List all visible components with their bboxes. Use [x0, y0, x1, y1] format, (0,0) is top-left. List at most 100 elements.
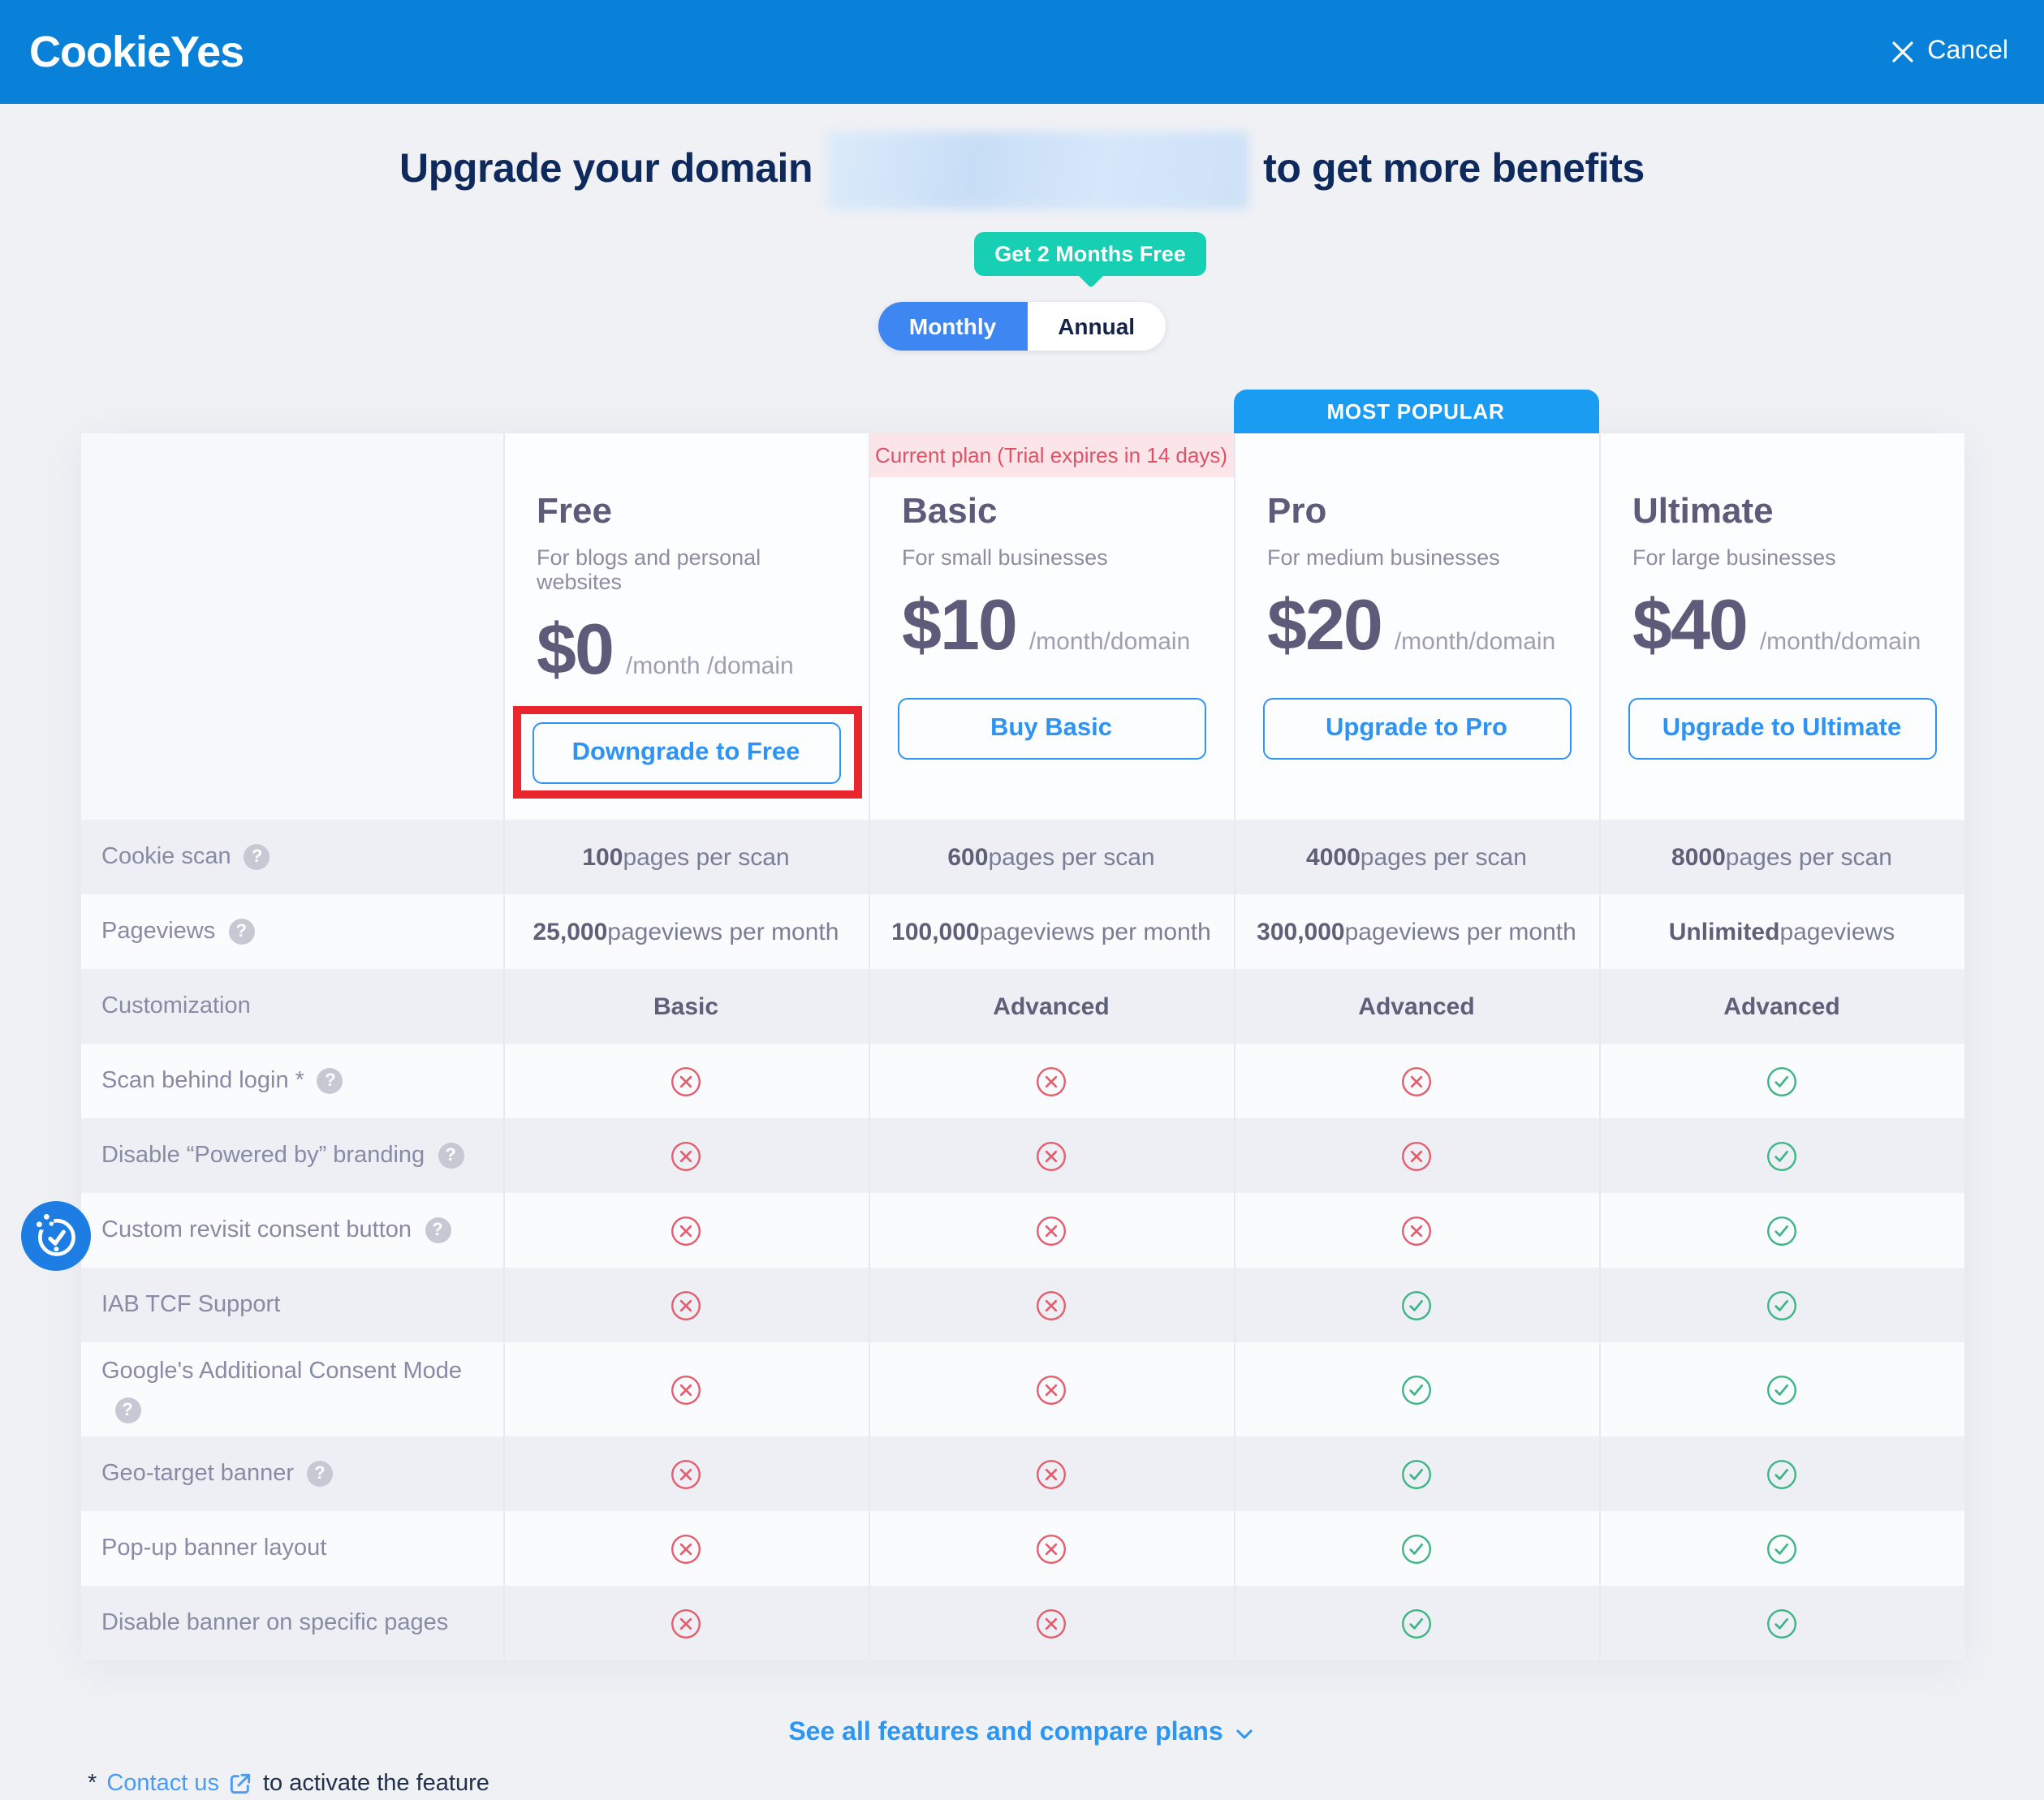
check-icon [1767, 1375, 1796, 1405]
see-all-features-link[interactable]: See all features and compare plans [0, 1720, 2044, 1749]
feature-label: Disable banner on specific pages [101, 1609, 449, 1636]
title-prefix: Upgrade your domain [399, 146, 813, 192]
feature-value-cell [868, 1436, 1233, 1512]
check-icon [1767, 1459, 1796, 1489]
title-suffix: to get more benefits [1263, 146, 1645, 192]
cross-icon [671, 1534, 701, 1564]
plan-description: For small businesses [902, 545, 1108, 571]
check-icon [1767, 1608, 1796, 1639]
feature-row: Disable “Powered by” branding? [80, 1118, 1964, 1194]
table-corner-cell [80, 433, 502, 820]
feature-value-cell [868, 1511, 1233, 1587]
feature-label-cell: IAB TCF Support [80, 1268, 502, 1343]
feature-label-cell: Google's Additional Consent Mode? [80, 1343, 502, 1437]
feature-label: Pop-up banner layout [101, 1535, 327, 1561]
feature-label: Pageviews [101, 918, 216, 945]
feature-label: Disable “Powered by” branding [101, 1142, 425, 1169]
feature-label: Customization [101, 993, 251, 1019]
help-icon[interactable]: ? [438, 1143, 464, 1169]
plan-price-amount: $40 [1632, 586, 1749, 666]
plan-strip-empty [504, 434, 868, 478]
plan-name: Pro [1267, 490, 1327, 532]
plan-price-amount: $10 [902, 586, 1018, 666]
billing-toggle-annual[interactable]: Annual [1027, 302, 1166, 351]
upgrade-to-ultimate-button[interactable]: Upgrade to Ultimate [1628, 698, 1936, 760]
plan-price-amount: $20 [1267, 586, 1383, 666]
cross-icon [1037, 1216, 1066, 1246]
feature-label: Cookie scan [101, 843, 231, 870]
feature-value-strong: Basic [653, 993, 719, 1021]
plan-strip-empty [1600, 434, 1964, 478]
plan-card-pro: MOST POPULAR Pro For medium businesses $… [1233, 390, 1598, 820]
help-icon[interactable]: ? [317, 1068, 343, 1095]
feature-row: IAB TCF Support [80, 1268, 1964, 1343]
feature-value-cell: Basic [502, 969, 868, 1044]
cross-icon [1037, 1290, 1066, 1320]
cross-icon [671, 1290, 701, 1320]
cross-icon [1037, 1375, 1066, 1405]
page-title: Upgrade your domain to get more benefits [0, 130, 2044, 210]
help-icon[interactable]: ? [228, 919, 255, 945]
help-icon[interactable]: ? [114, 1397, 140, 1424]
plan-price-unit: /month/domain [1759, 628, 1921, 657]
cross-icon [671, 1141, 701, 1171]
cross-icon [1037, 1066, 1066, 1096]
feature-value-text: pageviews per month [1344, 918, 1576, 946]
plan-card-free: Free For blogs and personal websites $0 … [502, 433, 868, 820]
cookie-consent-widget-button[interactable] [21, 1201, 91, 1271]
feature-value-cell [502, 1044, 868, 1119]
feature-value-cell [868, 1044, 1233, 1119]
feature-row: Scan behind login *? [80, 1044, 1964, 1119]
footnote: * Contact us to activate the feature [88, 1772, 2044, 1798]
feature-label-cell: Customization [80, 970, 502, 1044]
cross-icon [1037, 1534, 1066, 1564]
close-icon [1892, 41, 1913, 62]
check-icon [1402, 1608, 1431, 1639]
help-icon[interactable]: ? [244, 844, 270, 871]
external-link-icon [230, 1774, 251, 1794]
plan-price: $40 /month/domain [1632, 586, 1931, 666]
plan-price: $20 /month/domain [1267, 586, 1566, 666]
feature-value-cell: 100,000 pageviews per month [868, 894, 1233, 970]
plan-name: Basic [902, 490, 998, 532]
feature-value-cell [1233, 1586, 1598, 1661]
buy-basic-button[interactable]: Buy Basic [897, 698, 1205, 760]
feature-value-strong: 25,000 [533, 918, 608, 946]
feature-label: Custom revisit consent button [101, 1217, 412, 1243]
help-icon[interactable]: ? [307, 1461, 333, 1488]
cross-icon [1037, 1608, 1066, 1639]
feature-value-strong: 600 [947, 843, 989, 872]
billing-toggle-monthly[interactable]: Monthly [878, 302, 1028, 351]
check-icon [1767, 1534, 1796, 1564]
check-icon [1402, 1375, 1431, 1405]
cancel-label: Cancel [1927, 37, 2008, 65]
contact-us-link[interactable]: Contact us [106, 1772, 253, 1798]
feature-value-text: pageviews per month [607, 918, 839, 946]
plan-header-row: Free For blogs and personal websites $0 … [80, 390, 1964, 820]
plan-description: For large businesses [1632, 545, 1836, 571]
feature-value-cell [1233, 1044, 1598, 1119]
feature-value-cell [502, 1436, 868, 1512]
cross-icon [671, 1459, 701, 1489]
feature-label-cell: Geo-target banner? [80, 1437, 502, 1512]
feature-row: Google's Additional Consent Mode? [80, 1342, 1964, 1437]
feature-value-cell [868, 1268, 1233, 1343]
feature-value-cell [502, 1511, 868, 1587]
check-icon [1767, 1290, 1796, 1320]
feature-value-strong: 300,000 [1257, 918, 1345, 946]
plan-price: $0 /month /domain [537, 615, 835, 687]
feature-value-strong: 100,000 [891, 918, 980, 946]
feature-value-cell [868, 1193, 1233, 1268]
downgrade-to-free-button[interactable]: Downgrade to Free [532, 722, 840, 785]
plan-card-ultimate: Ultimate For large businesses $40 /month… [1598, 433, 1964, 820]
plan-name: Free [537, 490, 612, 532]
feature-value-text: pages per scan [988, 843, 1155, 872]
upgrade-to-pro-button[interactable]: Upgrade to Pro [1262, 698, 1571, 760]
feature-value-cell [1233, 1342, 1598, 1437]
cancel-button[interactable]: Cancel [1878, 28, 2021, 76]
feature-value-cell: 25,000 pageviews per month [502, 894, 868, 970]
cross-icon [671, 1066, 701, 1096]
plan-description: For blogs and personal websites [537, 545, 761, 595]
help-icon[interactable]: ? [425, 1217, 451, 1244]
cross-icon [1402, 1141, 1431, 1171]
